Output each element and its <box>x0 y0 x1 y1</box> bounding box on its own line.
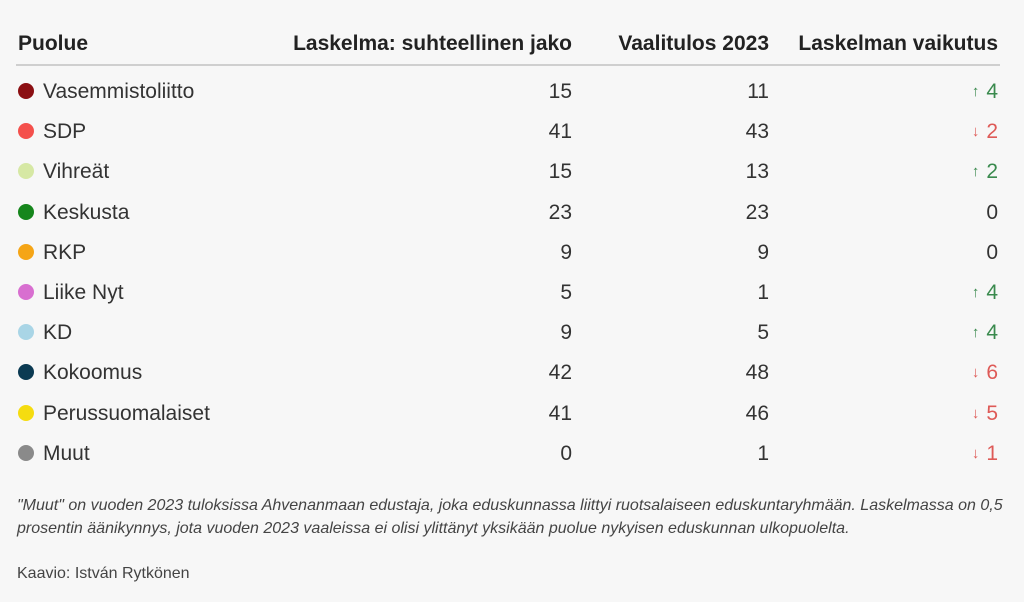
effect-cell: ↓ 5 <box>771 394 1000 434</box>
table-row: Muut 0 1 ↓ 1 <box>16 434 1000 474</box>
arrow-down-icon: ↓ <box>971 404 980 422</box>
party-color-dot <box>18 284 34 301</box>
effect-value: 2 <box>986 120 998 144</box>
effect-value: 4 <box>986 321 998 345</box>
arrow-down-icon: ↓ <box>971 123 980 141</box>
table-header-row: Puolue Laskelma: suhteellinen jako Vaali… <box>16 24 1000 66</box>
party-cell: SDP <box>16 112 231 152</box>
party-color-dot <box>18 444 34 461</box>
arrow-down-icon: ↓ <box>971 364 980 382</box>
party-name: Liike Nyt <box>43 281 124 305</box>
table-row: Keskusta 23 23 0 <box>16 193 1000 233</box>
arrow-up-icon: ↑ <box>971 83 980 101</box>
effect-value: 0 <box>986 200 998 224</box>
arrow-up-icon: ↑ <box>971 324 980 342</box>
party-name: Perussuomalaiset <box>43 401 210 425</box>
party-cell: Liike Nyt <box>16 273 231 313</box>
calculation-seats: 9 <box>560 321 572 345</box>
calculation-seats: 15 <box>548 160 572 184</box>
effect-cell: ↓ 6 <box>771 353 1000 393</box>
effect-value: 5 <box>986 401 998 425</box>
election-result-seats: 1 <box>757 441 769 465</box>
effect-cell: ↑ 4 <box>771 273 1000 313</box>
footnote: "Muut" on vuoden 2023 tuloksissa Ahvenan… <box>17 497 1003 537</box>
party-name: RKP <box>43 240 87 264</box>
table-row: SDP 41 43 ↓ 2 <box>16 112 1000 152</box>
calculation-seats: 15 <box>548 80 572 104</box>
election-result-seats: 48 <box>745 361 769 385</box>
party-name: KD <box>43 321 73 345</box>
party-cell: KD <box>16 313 231 353</box>
header-calculation: Laskelma: suhteellinen jako <box>231 24 574 66</box>
party-color-dot <box>18 123 34 140</box>
party-color-dot <box>18 324 34 341</box>
party-name: Kokoomus <box>43 361 143 385</box>
party-color-dot <box>18 364 34 381</box>
party-cell: Vasemmistoliitto <box>16 65 231 112</box>
table-row: Vihreät 15 13 ↑ 2 <box>16 152 1000 192</box>
party-cell: Perussuomalaiset <box>16 394 231 434</box>
party-cell: RKP <box>16 233 231 273</box>
party-name: Vasemmistoliitto <box>43 80 195 104</box>
election-result-seats: 9 <box>757 240 769 264</box>
party-color-dot <box>18 243 34 260</box>
party-color-dot <box>18 83 34 100</box>
credit: Kaavio: István Rytkönen <box>17 565 190 582</box>
calculation-seats: 41 <box>548 120 572 144</box>
effect-cell: ↑ 2 <box>771 152 1000 192</box>
party-cell: Vihreät <box>16 152 231 192</box>
election-result-seats: 5 <box>757 321 769 345</box>
effect-value: 0 <box>986 240 998 264</box>
party-cell: Muut <box>16 434 231 474</box>
party-name: Keskusta <box>43 200 130 224</box>
party-cell: Kokoomus <box>16 353 231 393</box>
party-name: Muut <box>43 441 90 465</box>
election-result-seats: 46 <box>745 401 769 425</box>
calculation-seats: 0 <box>560 441 572 465</box>
table-row: RKP 9 9 0 <box>16 233 1000 273</box>
effect-value: 6 <box>986 361 998 385</box>
effect-cell: 0 <box>771 193 1000 233</box>
calculation-seats: 42 <box>548 361 572 385</box>
party-color-dot <box>18 203 34 220</box>
calculation-seats: 23 <box>548 200 572 224</box>
election-result-seats: 23 <box>745 200 769 224</box>
table-row: Vasemmistoliitto 15 11 ↑ 4 <box>16 65 1000 112</box>
calculation-seats: 41 <box>548 401 572 425</box>
election-result-seats: 1 <box>757 281 769 305</box>
effect-cell: ↓ 2 <box>771 112 1000 152</box>
effect-cell: ↑ 4 <box>771 313 1000 353</box>
arrow-up-icon: ↑ <box>971 284 980 302</box>
header-party: Puolue <box>16 24 231 66</box>
party-cell: Keskusta <box>16 193 231 233</box>
election-result-seats: 13 <box>745 160 769 184</box>
party-name: SDP <box>43 120 87 144</box>
effect-value: 2 <box>986 160 998 184</box>
party-name: Vihreät <box>43 160 110 184</box>
table-row: KD 9 5 ↑ 4 <box>16 313 1000 353</box>
header-election-result: Vaalitulos 2023 <box>574 24 771 66</box>
party-color-dot <box>18 163 34 180</box>
table-row: Liike Nyt 5 1 ↑ 4 <box>16 273 1000 313</box>
effect-cell: ↓ 1 <box>771 434 1000 474</box>
effect-value: 4 <box>986 80 998 104</box>
table-row: Perussuomalaiset 41 46 ↓ 5 <box>16 394 1000 434</box>
calculation-seats: 9 <box>560 240 572 264</box>
table-row: Kokoomus 42 48 ↓ 6 <box>16 353 1000 393</box>
election-result-seats: 43 <box>745 120 769 144</box>
effect-cell: 0 <box>771 233 1000 273</box>
arrow-up-icon: ↑ <box>971 163 980 181</box>
effect-cell: ↑ 4 <box>771 65 1000 112</box>
header-effect: Laskelman vaikutus <box>771 24 1000 66</box>
effect-value: 4 <box>986 281 998 305</box>
election-result-seats: 11 <box>747 80 769 104</box>
table-body: Vasemmistoliitto 15 11 ↑ 4 SDP 41 43 ↓ 2 Vihreät 15… <box>16 65 1000 474</box>
arrow-down-icon: ↓ <box>971 444 980 462</box>
effect-value: 1 <box>986 441 998 465</box>
seat-table: Puolue Laskelma: suhteellinen jako Vaali… <box>16 24 1000 474</box>
calculation-seats: 5 <box>560 281 572 305</box>
party-color-dot <box>18 404 34 421</box>
